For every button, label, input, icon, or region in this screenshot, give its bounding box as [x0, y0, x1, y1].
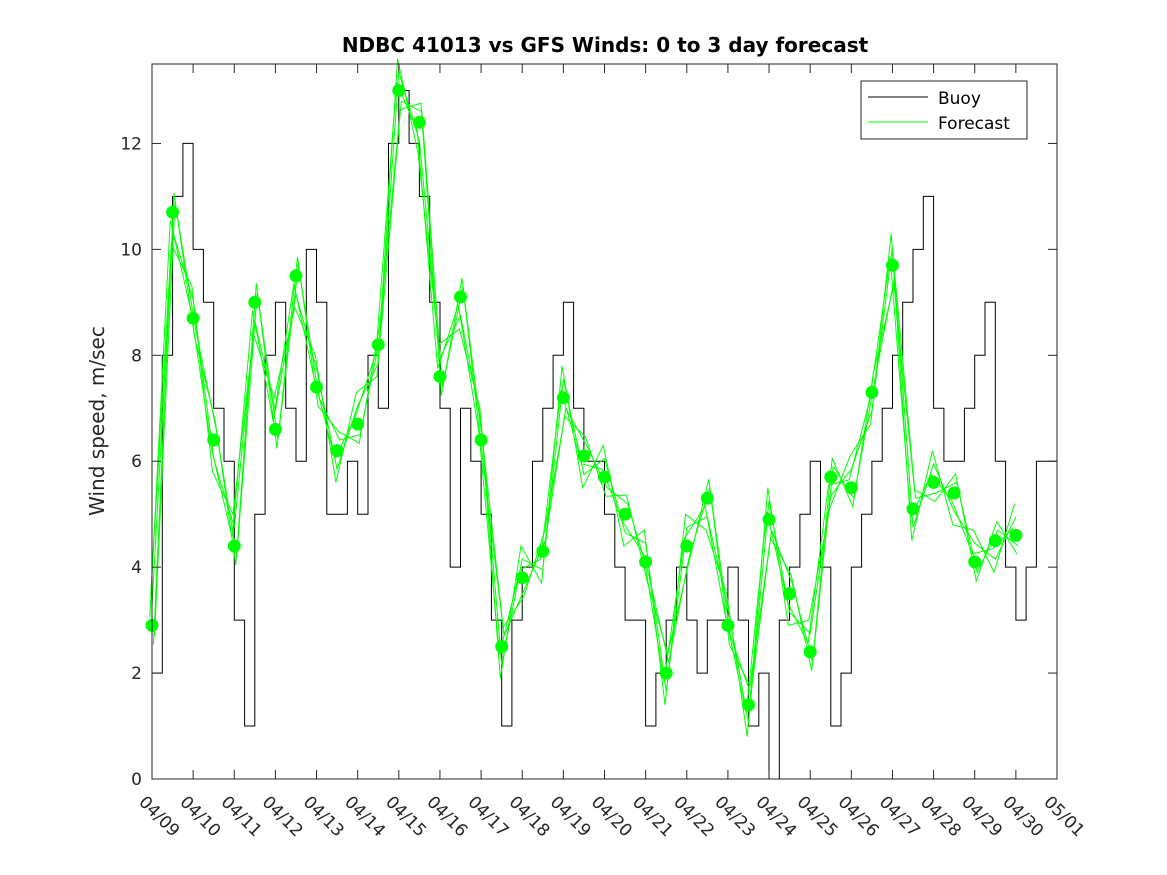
forecast-point: [824, 470, 838, 484]
forecast-point: [227, 539, 241, 553]
forecast-point: [618, 507, 632, 521]
forecast-point: [310, 380, 323, 394]
forecast-point: [495, 640, 509, 654]
forecast-point: [330, 444, 344, 458]
forecast-point: [742, 698, 755, 712]
plot-area: [145, 58, 1057, 780]
forecast-point: [556, 391, 570, 405]
forecast-point: [433, 370, 447, 383]
forecast-point: [412, 115, 426, 129]
forecast-point: [762, 513, 776, 526]
chart-title: NDBC 41013 vs GFS Winds: 0 to 3 day fore…: [342, 33, 869, 57]
forecast-point: [803, 645, 817, 659]
forecast-point: [371, 338, 385, 352]
forecast-point: [927, 475, 941, 489]
forecast-point: [454, 290, 467, 304]
forecast-point: [783, 587, 797, 601]
forecast-point: [248, 295, 262, 309]
forecast-point: [680, 539, 694, 553]
forecast-line-3: [150, 58, 1016, 737]
forecast-point: [474, 433, 488, 447]
forecast-point: [268, 422, 282, 436]
y-tick-label: 10: [120, 240, 142, 260]
y-tick-label: 6: [131, 452, 142, 472]
forecast-point: [844, 481, 858, 495]
forecast-point: [536, 544, 550, 558]
legend: Buoy Forecast: [860, 80, 1028, 140]
forecast-point: [1009, 528, 1023, 542]
forecast-point: [598, 470, 611, 484]
forecast-point: [988, 534, 1002, 548]
forecast-point: [515, 571, 529, 585]
forecast-point: [577, 449, 591, 463]
forecast-point: [166, 205, 180, 219]
forecast-point: [186, 311, 200, 325]
forecast-point: [700, 491, 714, 505]
legend-forecast-label: Forecast: [938, 114, 1010, 134]
forecast-point: [721, 618, 735, 632]
y-tick-label: 4: [131, 558, 142, 578]
forecast-point: [392, 84, 406, 97]
y-tick-label: 0: [131, 770, 142, 790]
legend-buoy-label: Buoy: [938, 89, 981, 109]
forecast-point: [659, 666, 673, 680]
forecast-point: [289, 269, 303, 283]
y-tick-label: 8: [131, 346, 142, 366]
y-axis-label: Wind speed, m/sec: [85, 326, 109, 516]
forecast-point: [639, 555, 653, 569]
y-tick-label: 12: [120, 134, 142, 154]
legend-box: [860, 80, 1028, 140]
forecast-line-4: [154, 100, 1019, 695]
forecast-point: [207, 433, 221, 447]
forecast-point: [865, 385, 879, 399]
forecast-point: [968, 555, 982, 569]
forecast-line-5: [149, 82, 1014, 713]
forecast-point: [351, 417, 365, 431]
forecast-point: [947, 486, 961, 500]
forecast-point: [886, 258, 899, 272]
forecast-point: [906, 502, 920, 516]
y-tick-label: 2: [131, 664, 142, 684]
